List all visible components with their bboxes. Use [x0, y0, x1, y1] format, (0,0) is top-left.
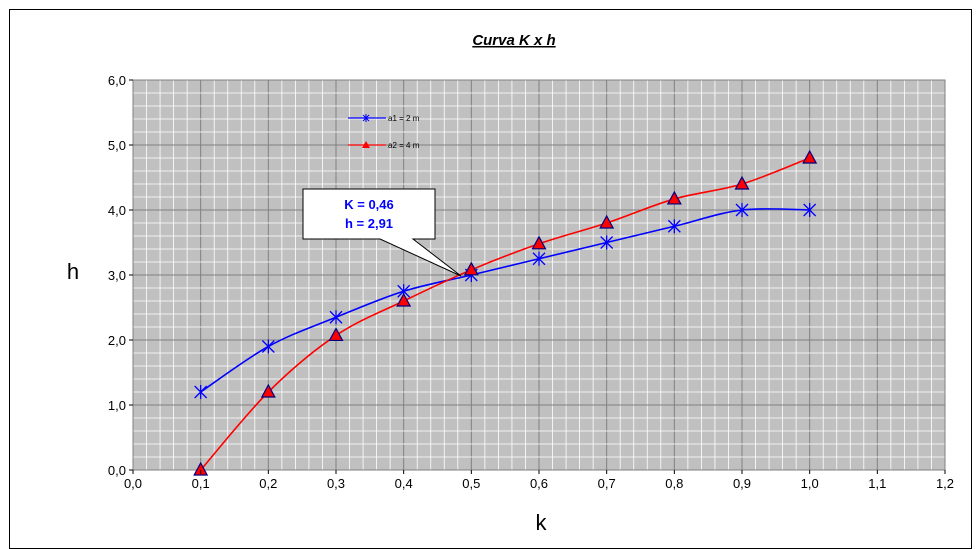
x-tick-label: 0,1: [192, 476, 210, 491]
y-axis-label: h: [67, 259, 79, 284]
y-tick-label: 1,0: [108, 398, 126, 413]
x-tick-label: 0,9: [733, 476, 751, 491]
series-2: [193, 149, 818, 476]
y-tick-label: 6,0: [108, 73, 126, 88]
data-point: [194, 385, 208, 399]
x-tick-label: 0,2: [259, 476, 277, 491]
data-point: [734, 175, 750, 190]
x-tick-label: 0,6: [530, 476, 548, 491]
data-point: [802, 149, 818, 164]
series-1: [194, 203, 817, 399]
data-point: [328, 327, 344, 342]
series-line: [200, 157, 810, 471]
data-point: [532, 251, 546, 266]
x-tick-label: 0,4: [395, 476, 413, 491]
callout: K = 0,46 h = 2,91: [302, 188, 462, 277]
series-layer: [193, 149, 818, 476]
legend-marker-a1: [362, 114, 370, 122]
grid: [132, 79, 946, 471]
data-point: [260, 383, 276, 398]
chart: 0,0 0,1 0,2 0,3 0,4 0,5 0,6 0,7 0,8 0,9 1,0 1,1 1,2 0…: [67, 32, 954, 535]
callout-line-1: K = 0,46: [344, 197, 394, 212]
x-tick-label: 0,3: [327, 476, 345, 491]
data-point: [193, 461, 209, 476]
x-tick-label: 0,5: [462, 476, 480, 491]
data-point: [396, 292, 412, 307]
y-tick-label: 4,0: [108, 203, 126, 218]
data-point: [667, 219, 681, 234]
data-point: [329, 310, 343, 325]
y-tick-label: 3,0: [108, 268, 126, 283]
series-line: [200, 207, 810, 393]
data-point: [463, 261, 479, 276]
callout-box: [302, 188, 462, 277]
x-tick-label: 1,1: [868, 476, 886, 491]
tick-labels: 0,0 0,1 0,2 0,3 0,4 0,5 0,6 0,7 0,8 0,9 1,0 1,1 1,2 0…: [108, 73, 954, 491]
data-point: [803, 203, 817, 217]
data-point: [531, 235, 547, 250]
data-point: [735, 203, 749, 217]
x-tick-label: 0,0: [124, 476, 142, 491]
y-tick-label: 0,0: [108, 463, 126, 478]
callout-line-2: h = 2,91: [345, 216, 393, 231]
x-axis-label: k: [536, 510, 548, 535]
legend-marker-a2: [362, 141, 370, 148]
x-tick-label: 1,2: [936, 476, 954, 491]
x-tick-label: 0,7: [598, 476, 616, 491]
legend: a1 = 2 m a2 = 4 m: [348, 114, 420, 150]
legend-label-a2: a2 = 4 m: [388, 141, 420, 150]
data-point: [261, 339, 275, 354]
x-tick-label: 1,0: [801, 476, 819, 491]
data-point: [599, 214, 615, 229]
x-tick-label: 0,8: [665, 476, 683, 491]
y-tick-label: 5,0: [108, 138, 126, 153]
chart-title: Curva K x h: [472, 32, 555, 49]
y-tick-label: 2,0: [108, 333, 126, 348]
data-point: [666, 190, 682, 205]
legend-label-a1: a1 = 2 m: [388, 114, 420, 123]
data-point: [600, 235, 614, 250]
